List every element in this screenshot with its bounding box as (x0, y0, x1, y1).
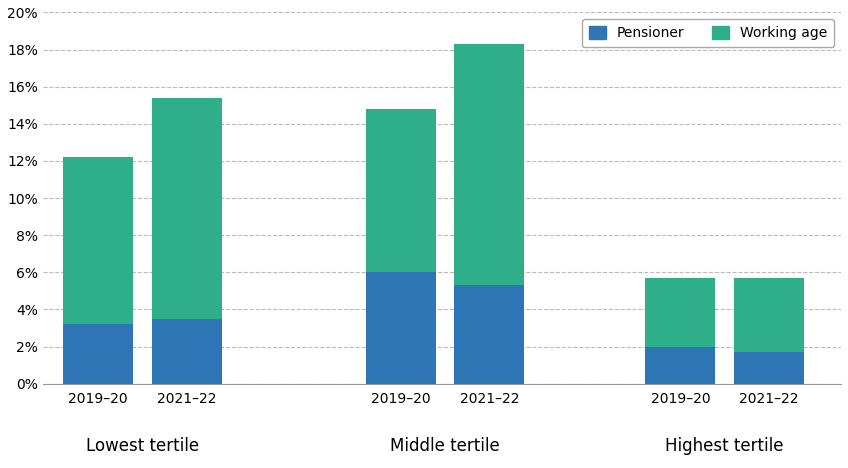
Bar (63, 324, 133, 384)
Bar (455, 44, 524, 285)
Bar (152, 319, 221, 384)
Bar (366, 272, 436, 384)
Text: Highest tertile: Highest tertile (666, 437, 784, 454)
Bar (455, 285, 524, 384)
Legend: Pensioner, Working age: Pensioner, Working age (582, 19, 834, 47)
Bar (734, 278, 804, 352)
Bar (645, 347, 716, 384)
Bar (152, 98, 221, 319)
Bar (366, 109, 436, 272)
Text: Middle tertile: Middle tertile (390, 437, 500, 454)
Bar (734, 352, 804, 384)
Bar (645, 278, 716, 347)
Text: Lowest tertile: Lowest tertile (86, 437, 199, 454)
Bar (63, 157, 133, 324)
